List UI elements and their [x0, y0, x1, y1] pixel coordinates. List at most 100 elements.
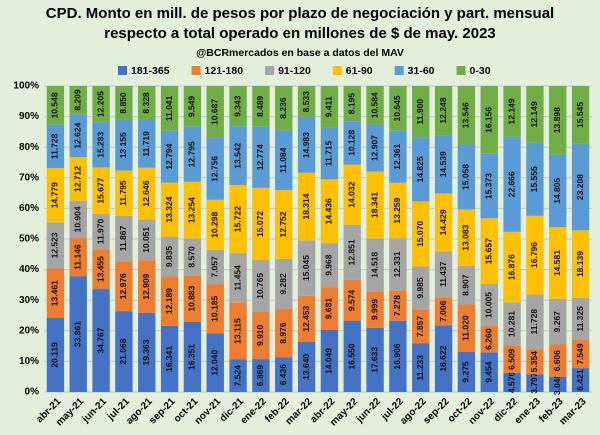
bar-segment [183, 86, 202, 127]
bar-segment [480, 326, 498, 353]
data-label: 10.185 [210, 296, 220, 322]
data-label: 16.876 [506, 254, 516, 280]
bar-segment [160, 325, 179, 392]
bar-segment [92, 167, 110, 214]
data-label: 12.453 [301, 305, 311, 331]
bar-segment [526, 349, 544, 375]
bar-segment [320, 287, 339, 330]
chart-title: CPD. Monto en mill. de pesos por plazo d… [46, 5, 554, 22]
bar-segment [183, 181, 202, 239]
bar-segment [480, 153, 498, 219]
bar-segment [69, 276, 87, 392]
bar-segment [343, 224, 361, 280]
data-label: 6.509 [506, 348, 516, 370]
data-label: 8.976 [278, 322, 288, 344]
data-label: 12.907 [369, 135, 379, 161]
bar-segment [115, 311, 133, 392]
bar-segment [412, 201, 430, 267]
bar-segment [412, 309, 430, 344]
y-tick-label: 50% [19, 234, 39, 245]
bar-segment [138, 219, 156, 261]
data-label: 18.139 [575, 251, 585, 277]
bar-segment [526, 374, 544, 392]
data-label: 8.328 [141, 92, 151, 114]
data-label: 12.712 [73, 166, 83, 192]
data-label: 6.436 [278, 364, 288, 386]
legend-label: 91-120 [278, 65, 311, 77]
bar-segment [457, 86, 476, 145]
data-label: 12.756 [210, 156, 220, 182]
data-label: 11.728 [529, 309, 539, 335]
bar-segment [549, 227, 567, 299]
data-label: 9.985 [415, 277, 425, 299]
data-label: 9.681 [324, 298, 334, 320]
data-label: 7.006 [438, 300, 448, 322]
bar-segment [549, 154, 567, 228]
data-label: 12.909 [141, 273, 151, 299]
data-label: 19.363 [141, 339, 151, 365]
data-label: 10.281 [506, 311, 516, 337]
bar-segment [160, 182, 179, 237]
data-label: 11.900 [415, 99, 425, 125]
bar-segment [115, 170, 133, 216]
bar-segment [275, 258, 293, 309]
data-label: 10.904 [73, 206, 83, 232]
bar-segment [206, 86, 224, 138]
bar-segment [160, 86, 179, 131]
data-label: 16.796 [529, 242, 539, 268]
data-label: 12.851 [347, 239, 357, 265]
bar-segment [480, 352, 498, 392]
bar-segment [46, 317, 65, 392]
bar-segment [549, 86, 567, 155]
data-label: 16.341 [164, 346, 174, 372]
bar-segment [571, 339, 590, 369]
data-label: 15.722 [232, 206, 242, 232]
bar-segment [92, 213, 110, 250]
bar-segment [320, 243, 339, 288]
bar-segment [434, 251, 453, 298]
data-label: 3.048 [552, 374, 562, 396]
bar-segment [138, 260, 156, 314]
bar-segment [366, 124, 384, 172]
data-label: 11.233 [415, 355, 425, 381]
legend-label: 31-60 [408, 65, 435, 77]
bar-segment [503, 345, 521, 373]
bar-segment [366, 86, 384, 125]
data-label: 13.115 [232, 318, 242, 344]
data-label: 20.119 [50, 342, 60, 368]
data-label: 11.020 [461, 315, 471, 341]
data-label: 9.267 [552, 311, 562, 333]
bar-segment [229, 126, 247, 186]
bar-segment [297, 86, 316, 118]
bar-segment [229, 86, 247, 127]
bar-segment [183, 321, 202, 392]
data-label: 16.351 [187, 344, 197, 370]
data-label: 16.622 [438, 345, 448, 371]
bar-segment [92, 122, 110, 168]
data-label: 11.041 [164, 95, 174, 121]
data-label: 11.437 [438, 261, 448, 287]
bar-segment [275, 357, 293, 392]
data-label: 10.765 [255, 273, 265, 299]
bar-segment [320, 329, 339, 392]
data-label: 11.325 [575, 306, 585, 332]
data-label: 12.189 [164, 288, 174, 314]
data-label: 11.084 [278, 147, 288, 173]
data-label: 4.570 [506, 372, 516, 394]
bar-segment [183, 275, 202, 322]
bar-segment [297, 341, 316, 392]
bar-segment [389, 290, 407, 321]
bar-segment [389, 238, 407, 291]
bar-segment [457, 304, 476, 352]
bar-segment [343, 164, 361, 225]
data-label: 12.794 [164, 143, 174, 169]
bar-segment [434, 297, 453, 326]
bar-segment [412, 86, 430, 138]
bar-segment [69, 114, 87, 158]
data-label: 16.906 [392, 343, 402, 369]
data-label: 14.983 [301, 132, 311, 158]
data-label: 15.545 [575, 102, 585, 128]
data-label: 9.343 [232, 95, 242, 117]
data-label: 9.454 [484, 361, 494, 383]
data-label: 11.728 [50, 133, 60, 159]
